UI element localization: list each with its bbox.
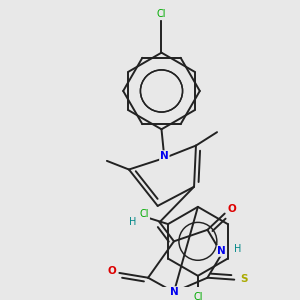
Text: N: N — [160, 151, 169, 161]
Text: S: S — [240, 274, 247, 284]
Text: N: N — [218, 246, 226, 256]
Text: H: H — [234, 244, 242, 254]
Text: Cl: Cl — [157, 9, 166, 20]
Text: Cl: Cl — [140, 209, 149, 219]
Text: H: H — [129, 217, 136, 227]
Text: N: N — [169, 287, 178, 297]
Text: Cl: Cl — [193, 292, 203, 300]
Text: O: O — [107, 266, 116, 276]
Text: O: O — [228, 204, 237, 214]
